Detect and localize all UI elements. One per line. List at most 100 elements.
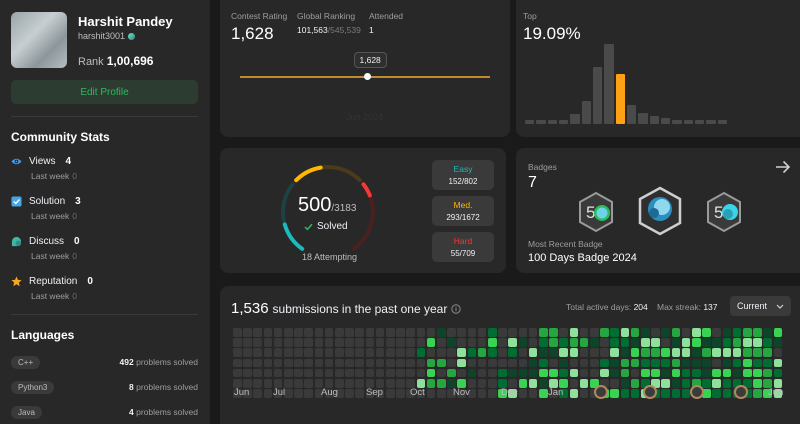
heatmap-cell[interactable] — [579, 348, 589, 357]
heatmap-cell[interactable] — [743, 328, 752, 337]
heatmap-cell[interactable] — [681, 368, 691, 378]
heatmap-cell[interactable] — [273, 348, 283, 357]
heatmap-cell[interactable] — [416, 358, 426, 368]
heatmap-cell[interactable] — [314, 379, 324, 388]
heatmap-cell[interactable] — [600, 348, 609, 357]
heatmap-cell[interactable] — [569, 368, 579, 378]
heatmap-cell[interactable] — [641, 358, 650, 368]
heatmap-cell[interactable] — [396, 379, 405, 388]
heatmap-cell[interactable] — [365, 338, 375, 347]
heatmap-cell[interactable] — [743, 348, 752, 357]
heatmap-cell[interactable] — [549, 368, 558, 378]
heatmap-cell[interactable] — [773, 379, 783, 388]
heatmap-cell[interactable] — [600, 338, 609, 347]
badge-100-days-icon[interactable] — [636, 186, 684, 236]
heatmap-cell[interactable] — [712, 338, 721, 347]
heatmap-cell[interactable] — [722, 328, 732, 337]
heatmap-cell[interactable] — [447, 348, 456, 357]
heatmap-cell[interactable] — [324, 379, 334, 388]
heatmap-cell[interactable] — [447, 358, 456, 368]
heatmap-cell[interactable] — [661, 379, 670, 388]
heatmap-cell[interactable] — [539, 338, 548, 347]
heatmap-cell[interactable] — [528, 348, 538, 357]
heatmap-cell[interactable] — [579, 328, 589, 337]
heatmap-cell[interactable] — [732, 358, 742, 368]
heatmap-cell[interactable] — [335, 328, 344, 337]
heatmap-cell[interactable] — [630, 338, 640, 347]
heatmap-cell[interactable] — [437, 328, 446, 337]
heatmap-cell[interactable] — [712, 358, 721, 368]
heatmap-cell[interactable] — [528, 379, 538, 388]
histogram-bar[interactable] — [615, 74, 625, 124]
heatmap-cell[interactable] — [273, 379, 283, 388]
heatmap-cell[interactable] — [375, 389, 385, 398]
heatmap-cell[interactable] — [304, 358, 313, 368]
heatmap-cell[interactable] — [304, 328, 313, 337]
heatmap-cell[interactable] — [763, 348, 772, 357]
heatmap-cell[interactable] — [284, 358, 293, 368]
heatmap-cell[interactable] — [273, 368, 283, 378]
heatmap-cell[interactable] — [447, 389, 456, 398]
heatmap-cell[interactable] — [671, 358, 681, 368]
heatmap-cell[interactable] — [712, 379, 721, 388]
heatmap-cell[interactable] — [579, 338, 589, 347]
heatmap-cell[interactable] — [406, 348, 415, 357]
heatmap-cell[interactable] — [263, 348, 273, 357]
heatmap-cell[interactable] — [702, 368, 711, 378]
heatmap-cell[interactable] — [743, 379, 752, 388]
heatmap-cell[interactable] — [641, 379, 650, 388]
heatmap-cell[interactable] — [437, 389, 446, 398]
histogram-bar[interactable] — [638, 112, 648, 124]
heatmap-cell[interactable] — [375, 368, 385, 378]
heatmap-cell[interactable] — [426, 358, 436, 368]
heatmap-cell[interactable] — [620, 368, 630, 378]
heatmap-cell[interactable] — [620, 338, 630, 347]
heatmap-cell[interactable] — [437, 348, 446, 357]
heatmap-cell[interactable] — [335, 368, 344, 378]
heatmap-cell[interactable] — [243, 358, 252, 368]
heatmap-cell[interactable] — [630, 358, 640, 368]
heatmap-cell[interactable] — [498, 389, 507, 398]
histogram-bar[interactable] — [604, 44, 614, 124]
heatmap-cell[interactable] — [416, 379, 426, 388]
heatmap-cell[interactable] — [753, 338, 762, 347]
heatmap-cell[interactable] — [732, 328, 742, 337]
heatmap-cell[interactable] — [549, 338, 558, 347]
heatmap-cell[interactable] — [692, 338, 701, 347]
heatmap-cell[interactable] — [324, 368, 334, 378]
heatmap-cell[interactable] — [253, 389, 262, 398]
heatmap-cell[interactable] — [426, 328, 436, 337]
heatmap-cell[interactable] — [620, 348, 630, 357]
heatmap-cell[interactable] — [488, 358, 497, 368]
heatmap-cell[interactable] — [324, 358, 334, 368]
heatmap-cell[interactable] — [416, 338, 426, 347]
heatmap-cell[interactable] — [620, 328, 630, 337]
heatmap-cell[interactable] — [569, 338, 579, 347]
heatmap-cell[interactable] — [773, 348, 783, 357]
heatmap-cell[interactable] — [457, 338, 466, 347]
heatmap-cell[interactable] — [457, 379, 466, 388]
heatmap-cell[interactable] — [396, 358, 405, 368]
heatmap-cell[interactable] — [294, 338, 303, 347]
heatmap-cell[interactable] — [426, 368, 436, 378]
heatmap-cell[interactable] — [630, 328, 640, 337]
heatmap-cell[interactable] — [508, 338, 517, 347]
heatmap-cell[interactable] — [528, 338, 538, 347]
language-chip[interactable]: Python3 — [11, 380, 55, 394]
heatmap-cell[interactable] — [702, 348, 711, 357]
heatmap-cell[interactable] — [314, 358, 324, 368]
heatmap-cell[interactable] — [416, 348, 426, 357]
heatmap-cell[interactable] — [651, 338, 660, 347]
heatmap-cell[interactable] — [488, 379, 497, 388]
heatmap-cell[interactable] — [477, 368, 487, 378]
heatmap-cell[interactable] — [763, 368, 772, 378]
heatmap-cell[interactable] — [233, 379, 242, 388]
heatmap-cell[interactable] — [233, 338, 242, 347]
heatmap-cell[interactable] — [253, 379, 262, 388]
heatmap-cell[interactable] — [753, 358, 762, 368]
heatmap-cell[interactable] — [518, 328, 528, 337]
heatmap-cell[interactable] — [773, 368, 783, 378]
heatmap-cell[interactable] — [590, 348, 599, 357]
heatmap-cell[interactable] — [477, 358, 487, 368]
heatmap-cell[interactable] — [488, 368, 497, 378]
